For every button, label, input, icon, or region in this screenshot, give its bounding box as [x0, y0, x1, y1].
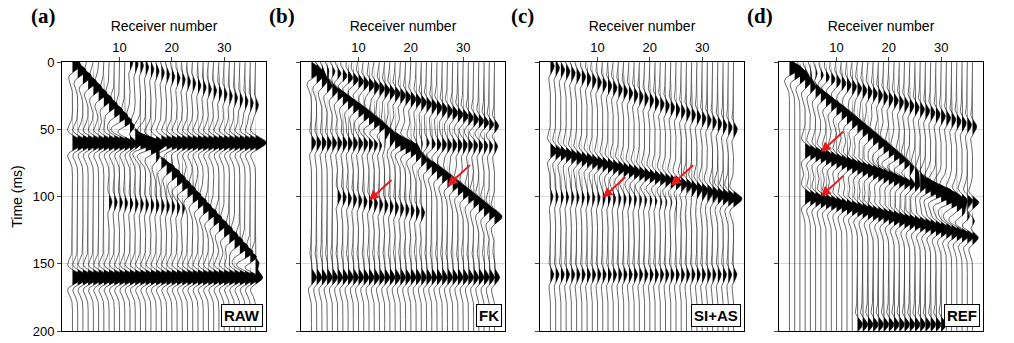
svg-text:20: 20: [882, 40, 896, 55]
svg-text:10: 10: [351, 40, 365, 55]
svg-text:10: 10: [112, 40, 126, 55]
svg-text:Receiver number: Receiver number: [111, 18, 218, 34]
svg-text:Receiver number: Receiver number: [589, 18, 696, 34]
svg-text:Receiver number: Receiver number: [350, 18, 457, 34]
svg-text:20: 20: [643, 40, 657, 55]
svg-text:Time (ms): Time (ms): [9, 165, 25, 227]
svg-text:30: 30: [695, 40, 709, 55]
svg-text:10: 10: [829, 40, 843, 55]
svg-text:(a): (a): [31, 4, 56, 28]
svg-text:(b): (b): [269, 4, 295, 28]
svg-text:20: 20: [404, 40, 418, 55]
svg-text:30: 30: [456, 40, 470, 55]
svg-text:100: 100: [33, 189, 55, 204]
svg-text:SI+AS: SI+AS: [694, 307, 738, 324]
svg-text:(c): (c): [511, 4, 534, 28]
svg-text:30: 30: [217, 40, 231, 55]
svg-text:30: 30: [934, 40, 948, 55]
svg-text:FK: FK: [479, 307, 499, 324]
svg-text:20: 20: [165, 40, 179, 55]
svg-text:150: 150: [33, 256, 55, 271]
svg-text:50: 50: [40, 122, 54, 137]
svg-text:200: 200: [33, 324, 55, 339]
svg-text:0: 0: [47, 55, 54, 70]
svg-text:10: 10: [590, 40, 604, 55]
svg-text:REF: REF: [947, 307, 977, 324]
svg-text:(d): (d): [747, 4, 773, 28]
svg-text:Receiver number: Receiver number: [828, 18, 935, 34]
svg-text:RAW: RAW: [224, 307, 260, 324]
